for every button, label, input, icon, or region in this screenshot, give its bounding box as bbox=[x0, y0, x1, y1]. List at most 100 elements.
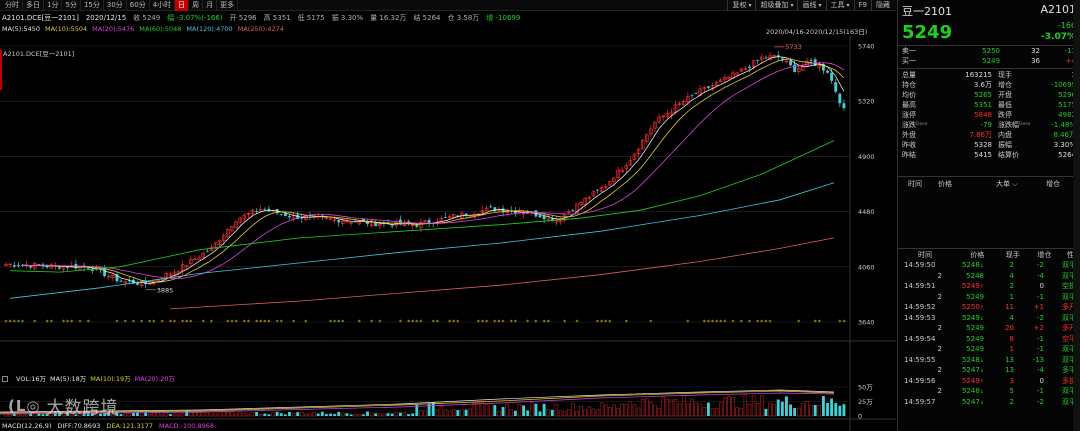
info-amplitude: 振 3.30% bbox=[331, 14, 364, 22]
tab-1[interactable]: 多日 bbox=[23, 0, 44, 11]
tab-3[interactable]: 5分 bbox=[62, 0, 81, 11]
volume-bar bbox=[316, 413, 320, 416]
tab-7[interactable]: 4小时 bbox=[150, 0, 176, 11]
signal-star-icon: * bbox=[818, 319, 821, 326]
orderbook-row: 买一 5249 36 +4 bbox=[898, 56, 1080, 66]
tape-price: 5249↓ bbox=[942, 313, 984, 324]
tape-oi: -2 bbox=[1037, 397, 1044, 406]
tape-row: 2 5249 1 -1 双平 bbox=[898, 292, 1080, 303]
volume-box-icon[interactable] bbox=[2, 374, 12, 384]
tab-2[interactable]: 1分 bbox=[44, 0, 63, 11]
candle-body bbox=[751, 60, 756, 67]
candle-body bbox=[288, 216, 291, 218]
price-axis-label: 3640 bbox=[858, 319, 875, 327]
stat-key: 涨跌Dese bbox=[902, 121, 928, 129]
volume-bar bbox=[595, 409, 600, 417]
candle-body bbox=[328, 218, 333, 220]
candle-body bbox=[603, 186, 608, 188]
candle-body bbox=[772, 55, 776, 57]
panel-scrollbar[interactable] bbox=[1073, 0, 1080, 431]
candle-body bbox=[193, 258, 197, 261]
tool-button-4[interactable]: F9 bbox=[853, 0, 871, 11]
volume-bar bbox=[329, 413, 332, 416]
volume-bar bbox=[37, 413, 41, 416]
tab-6[interactable]: 60分 bbox=[127, 0, 150, 11]
volume-bar bbox=[357, 414, 362, 417]
volume-bar bbox=[760, 395, 764, 417]
ma-line-120 bbox=[9, 182, 835, 299]
bigorder-col-2[interactable]: 大单 ⌵ bbox=[996, 180, 1018, 188]
candle-body bbox=[583, 197, 587, 205]
tape-price-value: 5247 bbox=[961, 397, 980, 406]
tool-button-0[interactable]: 复权 ▾ bbox=[727, 0, 755, 11]
candle-body bbox=[489, 206, 493, 208]
tab-4[interactable]: 15分 bbox=[81, 0, 104, 11]
volume-bar bbox=[599, 402, 604, 417]
candle-body bbox=[686, 96, 690, 102]
bigorder-col-3[interactable]: 增仓 bbox=[1046, 180, 1060, 188]
tape-row: 2 5248 4 -4 双平 bbox=[898, 271, 1080, 282]
tool-button-3[interactable]: 工具 ▾ bbox=[825, 0, 854, 11]
tab-9[interactable]: 周 bbox=[189, 0, 204, 11]
bigorder-col-1[interactable]: 价格 bbox=[938, 180, 952, 188]
signal-star-icon: * bbox=[185, 319, 188, 326]
candle-body bbox=[456, 215, 460, 217]
tape-nature: 双平 bbox=[1062, 271, 1076, 280]
signal-star-icon: * bbox=[399, 319, 402, 326]
signal-star-icon: * bbox=[596, 319, 599, 326]
signal-star-icon: * bbox=[547, 319, 550, 326]
volume-bar bbox=[8, 414, 12, 417]
stat-key: 涨停 bbox=[902, 111, 916, 119]
tape-nature: 空换 bbox=[1062, 282, 1076, 290]
volume-bar bbox=[189, 412, 193, 417]
tape-price: 5249↑ bbox=[942, 376, 984, 387]
candle-body bbox=[612, 178, 616, 182]
volume-bar bbox=[657, 408, 661, 417]
stat-value: -10699 bbox=[1051, 81, 1076, 89]
volume-bar bbox=[172, 413, 177, 417]
signal-star-icon: * bbox=[13, 319, 16, 326]
signal-star-icon: * bbox=[46, 319, 49, 326]
candle-body bbox=[86, 267, 90, 269]
tool-button-2[interactable]: 画线 ▾ bbox=[797, 0, 825, 11]
tool-button-1[interactable]: 超级叠加 ▾ bbox=[755, 0, 797, 11]
bigorder-col-0[interactable]: 时间 bbox=[908, 180, 922, 188]
volume-bar bbox=[415, 404, 419, 416]
signal-star-icon: * bbox=[575, 319, 578, 326]
stat-row: 外盘 7.86万 内盘 8.46万 bbox=[898, 130, 1080, 140]
signal-star-icon: * bbox=[230, 319, 233, 326]
tape-oi: -2 bbox=[1037, 261, 1044, 269]
signal-star-icon: * bbox=[600, 319, 603, 326]
signal-star-icon: * bbox=[66, 319, 69, 326]
volume-bar bbox=[222, 411, 226, 417]
signal-star-icon: * bbox=[502, 319, 505, 326]
tab-11[interactable]: 更多 bbox=[217, 0, 239, 11]
volume-bar bbox=[743, 394, 748, 417]
volume-bar bbox=[698, 403, 702, 417]
volume-bar bbox=[727, 396, 731, 417]
volume-bar bbox=[345, 413, 349, 416]
tab-10[interactable]: 月 bbox=[203, 0, 218, 11]
volume-bar bbox=[513, 410, 517, 416]
volume-bar bbox=[164, 412, 168, 417]
volume-bar bbox=[176, 413, 181, 417]
ob-change: -13 bbox=[1064, 47, 1076, 55]
ma-line-20 bbox=[22, 62, 845, 279]
volume-bar bbox=[751, 395, 756, 417]
price-change-pct: -3.07% bbox=[1041, 32, 1076, 42]
tab-8[interactable]: 日 bbox=[175, 0, 190, 11]
tape-nature: 多换 bbox=[1062, 376, 1076, 385]
tab-0[interactable]: 分时 bbox=[2, 0, 23, 11]
candle-body bbox=[677, 102, 682, 105]
tab-5[interactable]: 30分 bbox=[104, 0, 127, 11]
price-axis-label: 4480 bbox=[858, 208, 875, 216]
signal-star-icon: * bbox=[276, 319, 279, 326]
tool-button-5[interactable]: 隐藏 bbox=[871, 0, 894, 11]
ma-legend-3: MA(60):5048 bbox=[139, 25, 182, 33]
stat-row: 涨跌Dese -79 涨跌幅Dese -1.48% bbox=[898, 120, 1080, 130]
candle-body bbox=[636, 148, 641, 154]
volume-bar bbox=[826, 402, 829, 416]
tape-time: 2 bbox=[937, 324, 942, 332]
